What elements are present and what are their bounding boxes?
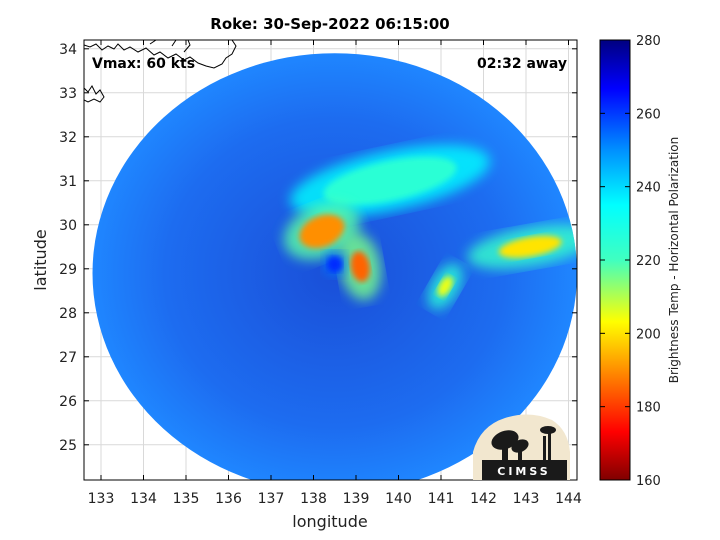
x-tick-label: 136 — [215, 491, 242, 507]
y-tick-label: 27 — [59, 350, 77, 366]
y-tick-label: 30 — [59, 218, 77, 234]
colorbar-tick-label: 180 — [636, 401, 661, 416]
colorbar-ticks: 160 180 200 220 240 260 280 — [600, 34, 661, 489]
y-tick-label: 32 — [59, 130, 77, 146]
x-tick-label: 141 — [428, 491, 455, 507]
x-tick-label: 143 — [513, 491, 540, 507]
x-tick-label: 140 — [385, 491, 412, 507]
x-tick-label: 137 — [258, 491, 285, 507]
y-tick-label: 33 — [59, 86, 77, 102]
colorbar-tick-label: 260 — [636, 107, 661, 122]
y-axis-label: latitude — [31, 229, 50, 290]
land-outline — [84, 40, 237, 103]
x-tick-label: 138 — [300, 491, 327, 507]
convective-cell — [437, 276, 453, 297]
chart-title: Roke: 30-Sep-2022 06:15:00 — [210, 15, 449, 33]
vmax-annotation: Vmax: 60 kts — [92, 56, 195, 72]
x-tick-label: 134 — [130, 491, 157, 507]
eye — [327, 256, 343, 273]
colorbar-tick-label: 220 — [636, 254, 661, 269]
y-tick-label: 34 — [59, 42, 77, 58]
northern-eyewall — [299, 214, 345, 249]
x-tick-label: 142 — [470, 491, 497, 507]
microwave-swath — [92, 53, 577, 480]
northeast-band — [323, 156, 457, 205]
colorbar-tick-label: 280 — [636, 34, 661, 49]
x-tick-label: 133 — [88, 491, 115, 507]
y-tick-label: 29 — [59, 262, 77, 278]
cimss-logo: CIMSS — [473, 414, 570, 480]
colorbar-tick-label: 240 — [636, 181, 661, 196]
y-tick-label: 26 — [59, 394, 77, 410]
y-tick-label: 28 — [59, 306, 77, 322]
x-axis: 133 134 135 136 137 138 139 140 141 142 143 144 — [88, 40, 582, 507]
plot-frame — [83, 39, 578, 481]
y-axis: 25 26 27 28 29 30 31 32 33 34 — [59, 42, 577, 454]
logo-text: CIMSS — [497, 465, 550, 478]
eyewall-south-arc — [350, 251, 370, 282]
colorbar-tick-label: 160 — [636, 474, 661, 489]
colorbar-tick-label: 200 — [636, 327, 661, 342]
y-tick-label: 31 — [59, 174, 77, 190]
time-away-annotation: 02:32 away — [477, 56, 567, 72]
colorbar-label: Brightness Temp - Horizontal Polarizatio… — [667, 137, 681, 384]
eastern-rainband — [498, 235, 562, 258]
y-tick-label: 25 — [59, 438, 77, 454]
x-tick-label: 135 — [173, 491, 200, 507]
x-tick-label: 139 — [343, 491, 370, 507]
x-tick-label: 144 — [555, 491, 582, 507]
x-axis-label: longitude — [292, 512, 367, 531]
